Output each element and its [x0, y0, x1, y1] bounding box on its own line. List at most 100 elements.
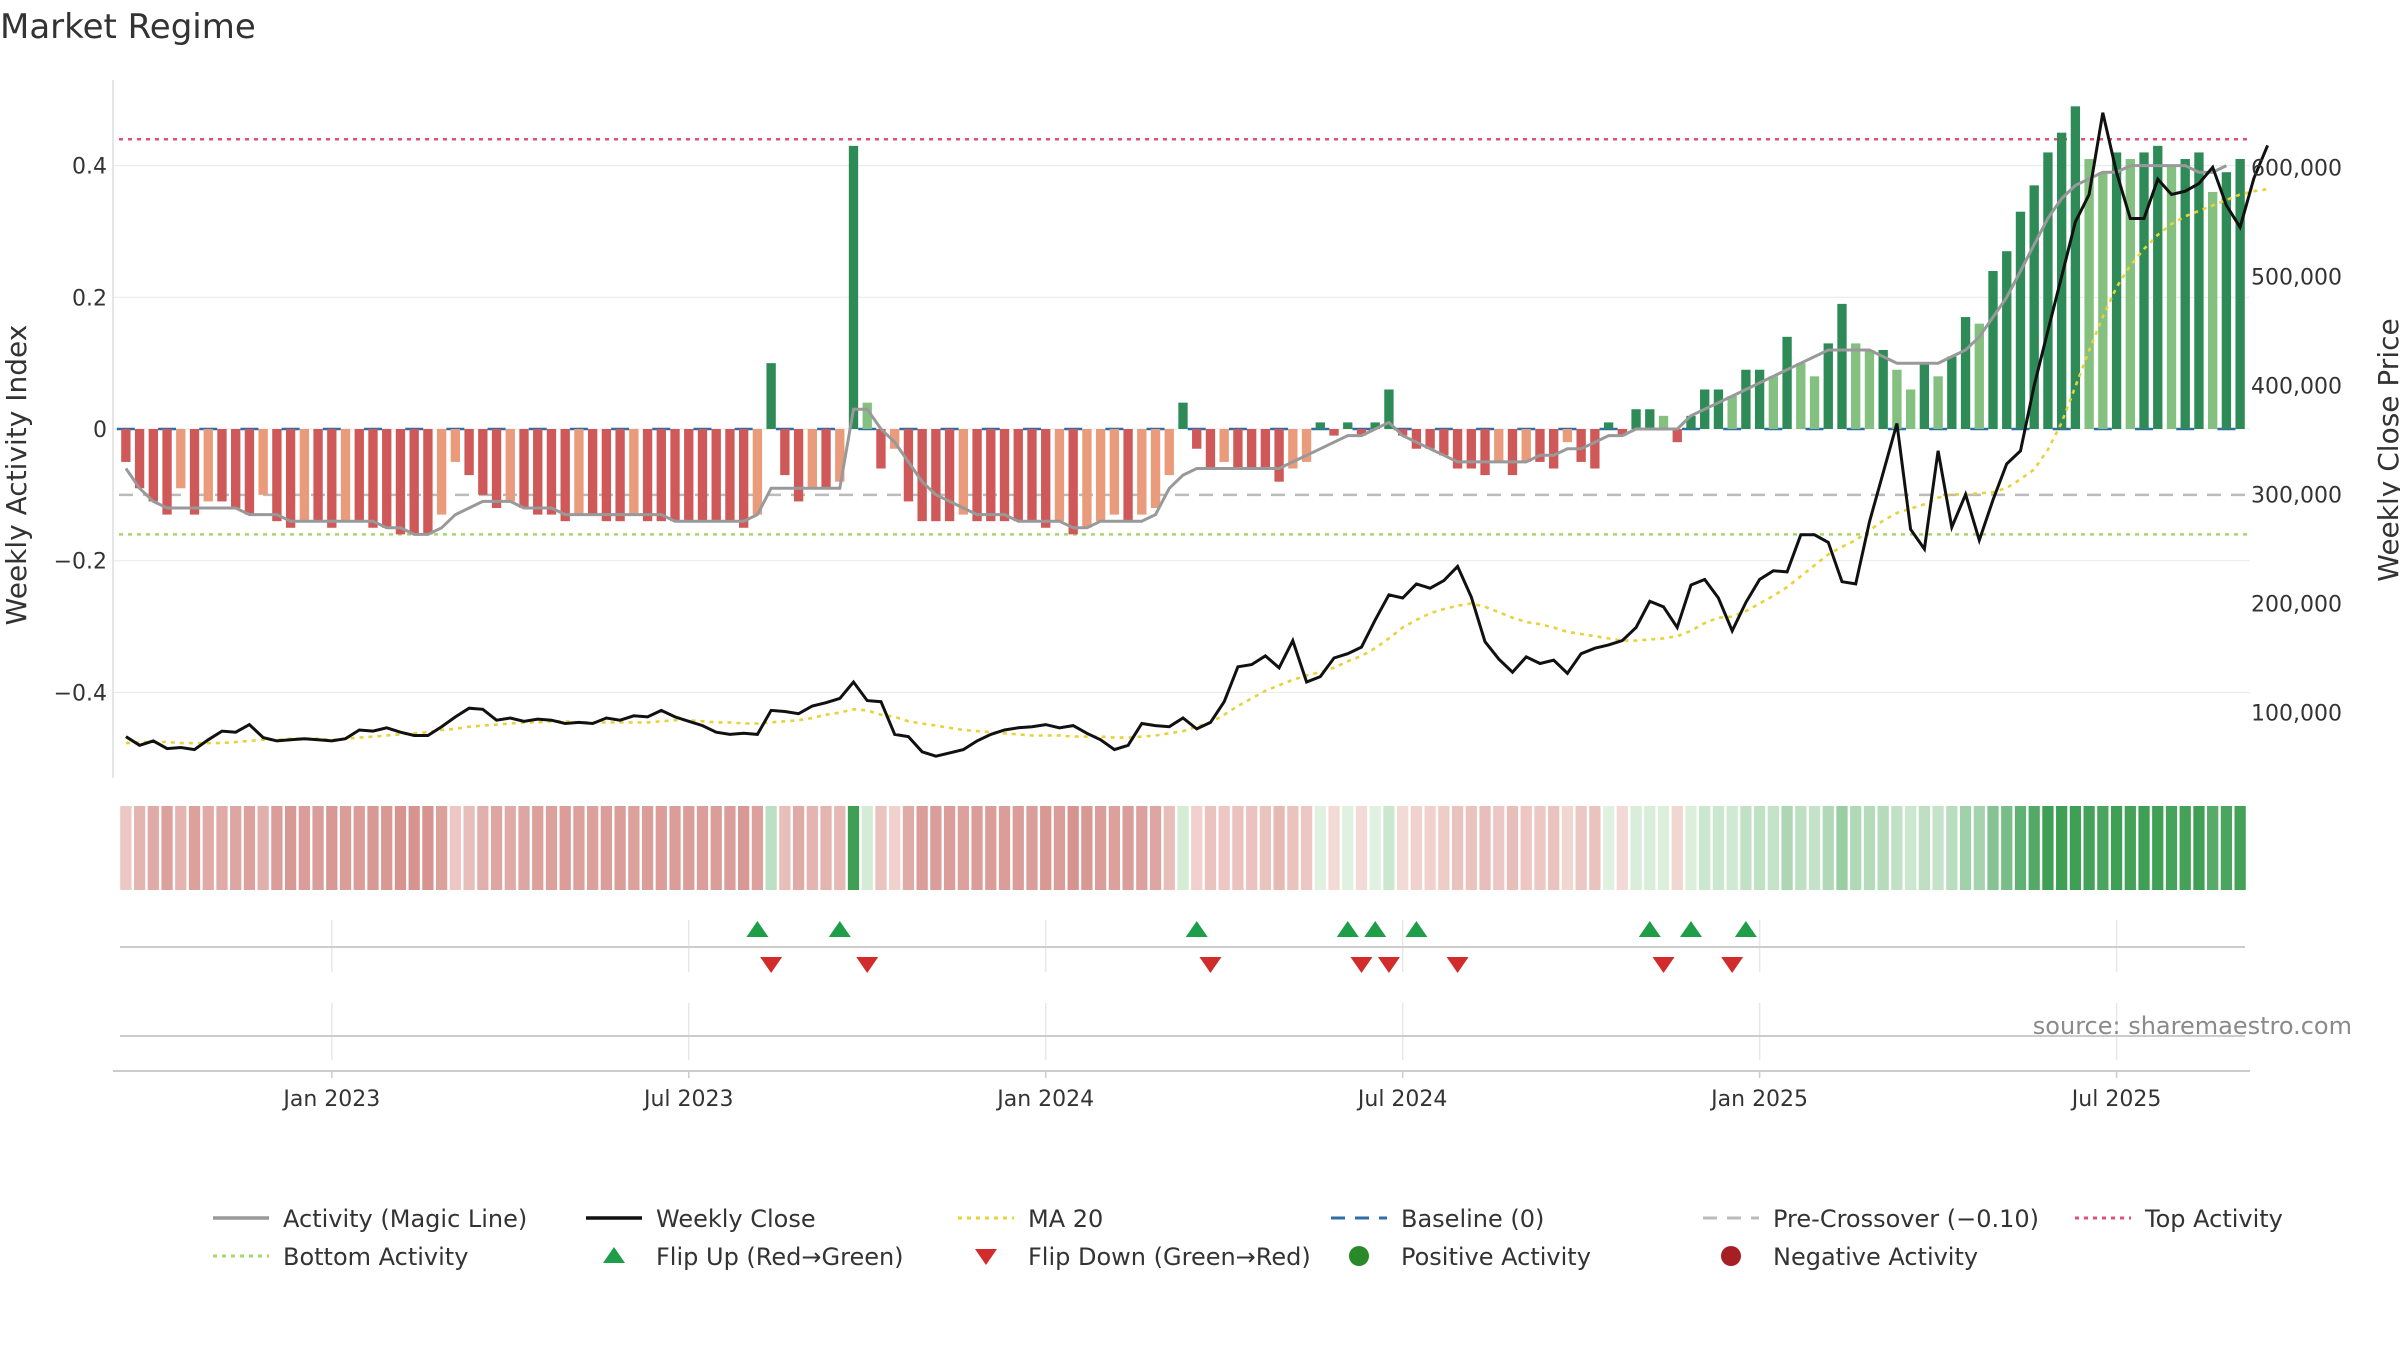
- heat-cell: [490, 806, 503, 890]
- activity-bar: [533, 429, 543, 515]
- heat-cell: [1506, 806, 1519, 890]
- activity-bar: [958, 429, 969, 515]
- heat-cell: [1383, 806, 1395, 890]
- activity-bar: [917, 429, 927, 522]
- legend-label: Flip Up (Red→Green): [656, 1243, 904, 1271]
- heat-cell: [1808, 806, 1821, 890]
- activity-bar: [1576, 429, 1586, 462]
- activity-bar: [354, 429, 364, 522]
- activity-bar: [464, 429, 474, 476]
- right-tick-label: 400,000: [2251, 374, 2342, 399]
- heat-cell: [1671, 806, 1683, 890]
- legend-item: Flip Up (Red→Green): [603, 1243, 904, 1271]
- legend-item: Top Activity: [2075, 1205, 2283, 1233]
- flip-down-marker: [760, 957, 783, 973]
- legend-swatch: [603, 1247, 625, 1263]
- activity-bar: [1439, 429, 1449, 456]
- magic-line: [124, 164, 2228, 536]
- activity-bar: [862, 402, 872, 429]
- activity-bar: [1205, 429, 1216, 469]
- flip-up-marker: [1734, 921, 1757, 937]
- heat-cell: [916, 806, 928, 890]
- activity-bar: [1562, 429, 1573, 443]
- bottom-panel-grid: [331, 1003, 2118, 1060]
- heat-cell: [985, 806, 997, 890]
- activity-bar: [1027, 429, 1037, 522]
- activity-bar: [2221, 172, 2232, 430]
- heat-cell: [1012, 806, 1024, 890]
- heat-cell: [2110, 806, 2123, 890]
- activity-bar: [1809, 376, 1820, 429]
- heat-cell: [1561, 806, 1574, 890]
- heat-cell: [957, 806, 969, 890]
- heat-cell: [930, 806, 942, 890]
- flip-down-marker: [1377, 957, 1400, 973]
- activity-bar: [2125, 159, 2135, 430]
- heat-cell: [1259, 806, 1272, 890]
- activity-bar: [1274, 429, 1284, 482]
- activity-bar: [2208, 191, 2218, 429]
- activity-bar: [1727, 396, 1737, 429]
- activity-bar: [793, 429, 804, 502]
- activity-bar: [134, 429, 145, 489]
- heat-cell: [1575, 806, 1587, 890]
- heat-cell: [2001, 806, 2013, 890]
- activity-bar: [903, 429, 914, 502]
- heat-cell: [2124, 806, 2136, 890]
- heat-cell: [504, 806, 516, 890]
- heat-cell: [2014, 806, 2027, 890]
- heat-cell: [147, 806, 159, 890]
- activity-bar: [121, 429, 131, 462]
- heat-cell: [353, 806, 365, 890]
- activity-bar: [1397, 429, 1408, 436]
- activity-bar: [1466, 429, 1476, 469]
- activity-bar: [1192, 429, 1202, 449]
- activity-bar: [1054, 429, 1065, 522]
- heat-cell: [2207, 806, 2219, 890]
- heat-cell: [2083, 806, 2095, 890]
- heat-cell: [298, 806, 310, 890]
- activity-bar: [2002, 251, 2012, 429]
- heat-cell: [1781, 806, 1793, 890]
- activity-bar: [1905, 389, 1916, 429]
- activity-bar: [423, 429, 433, 535]
- activity-bar: [1617, 429, 1627, 436]
- activity-bar: [560, 429, 570, 522]
- flip-down-marker: [1199, 957, 1222, 973]
- heat-cell: [1987, 806, 1999, 890]
- activity-bar: [1370, 422, 1380, 429]
- activity-bar: [1878, 349, 1888, 429]
- heat-cell: [1946, 806, 1958, 890]
- heat-cell: [943, 806, 956, 890]
- legend-label: Baseline (0): [1401, 1205, 1544, 1233]
- legend-item: Bottom Activity: [213, 1243, 468, 1271]
- heat-cell: [1520, 806, 1532, 890]
- flip-up-marker: [828, 921, 851, 937]
- legend-item: Pre-Crossover (−0.10): [1703, 1205, 2039, 1233]
- heat-cell: [2097, 806, 2109, 890]
- activity-bar: [285, 429, 296, 528]
- activity-bar: [1919, 363, 1930, 429]
- flip-down-marker: [1652, 957, 1675, 973]
- legend-swatch: [1349, 1246, 1369, 1266]
- heat-cell: [1081, 806, 1093, 890]
- activity-bar: [478, 429, 488, 495]
- activity-bar: [2194, 152, 2204, 429]
- chart-title: Market Regime: [0, 7, 256, 47]
- heat-cell: [120, 806, 132, 890]
- activity-bar: [450, 429, 461, 462]
- activity-bar: [1233, 429, 1243, 469]
- legend-item: Weekly Close: [586, 1205, 816, 1233]
- activity-bar: [1452, 429, 1463, 469]
- activity-heat-strip: [120, 806, 2246, 890]
- activity-bar: [189, 429, 200, 515]
- heat-cell: [1246, 806, 1258, 890]
- activity-bar: [2070, 106, 2081, 429]
- heat-cell: [1959, 806, 1972, 890]
- activity-bar: [244, 429, 255, 515]
- right-tick-label: 200,000: [2251, 593, 2342, 618]
- activity-bar: [313, 429, 323, 522]
- activity-bar: [1246, 429, 1257, 469]
- activity-bar: [1480, 429, 1490, 476]
- activity-bar: [1796, 363, 1806, 429]
